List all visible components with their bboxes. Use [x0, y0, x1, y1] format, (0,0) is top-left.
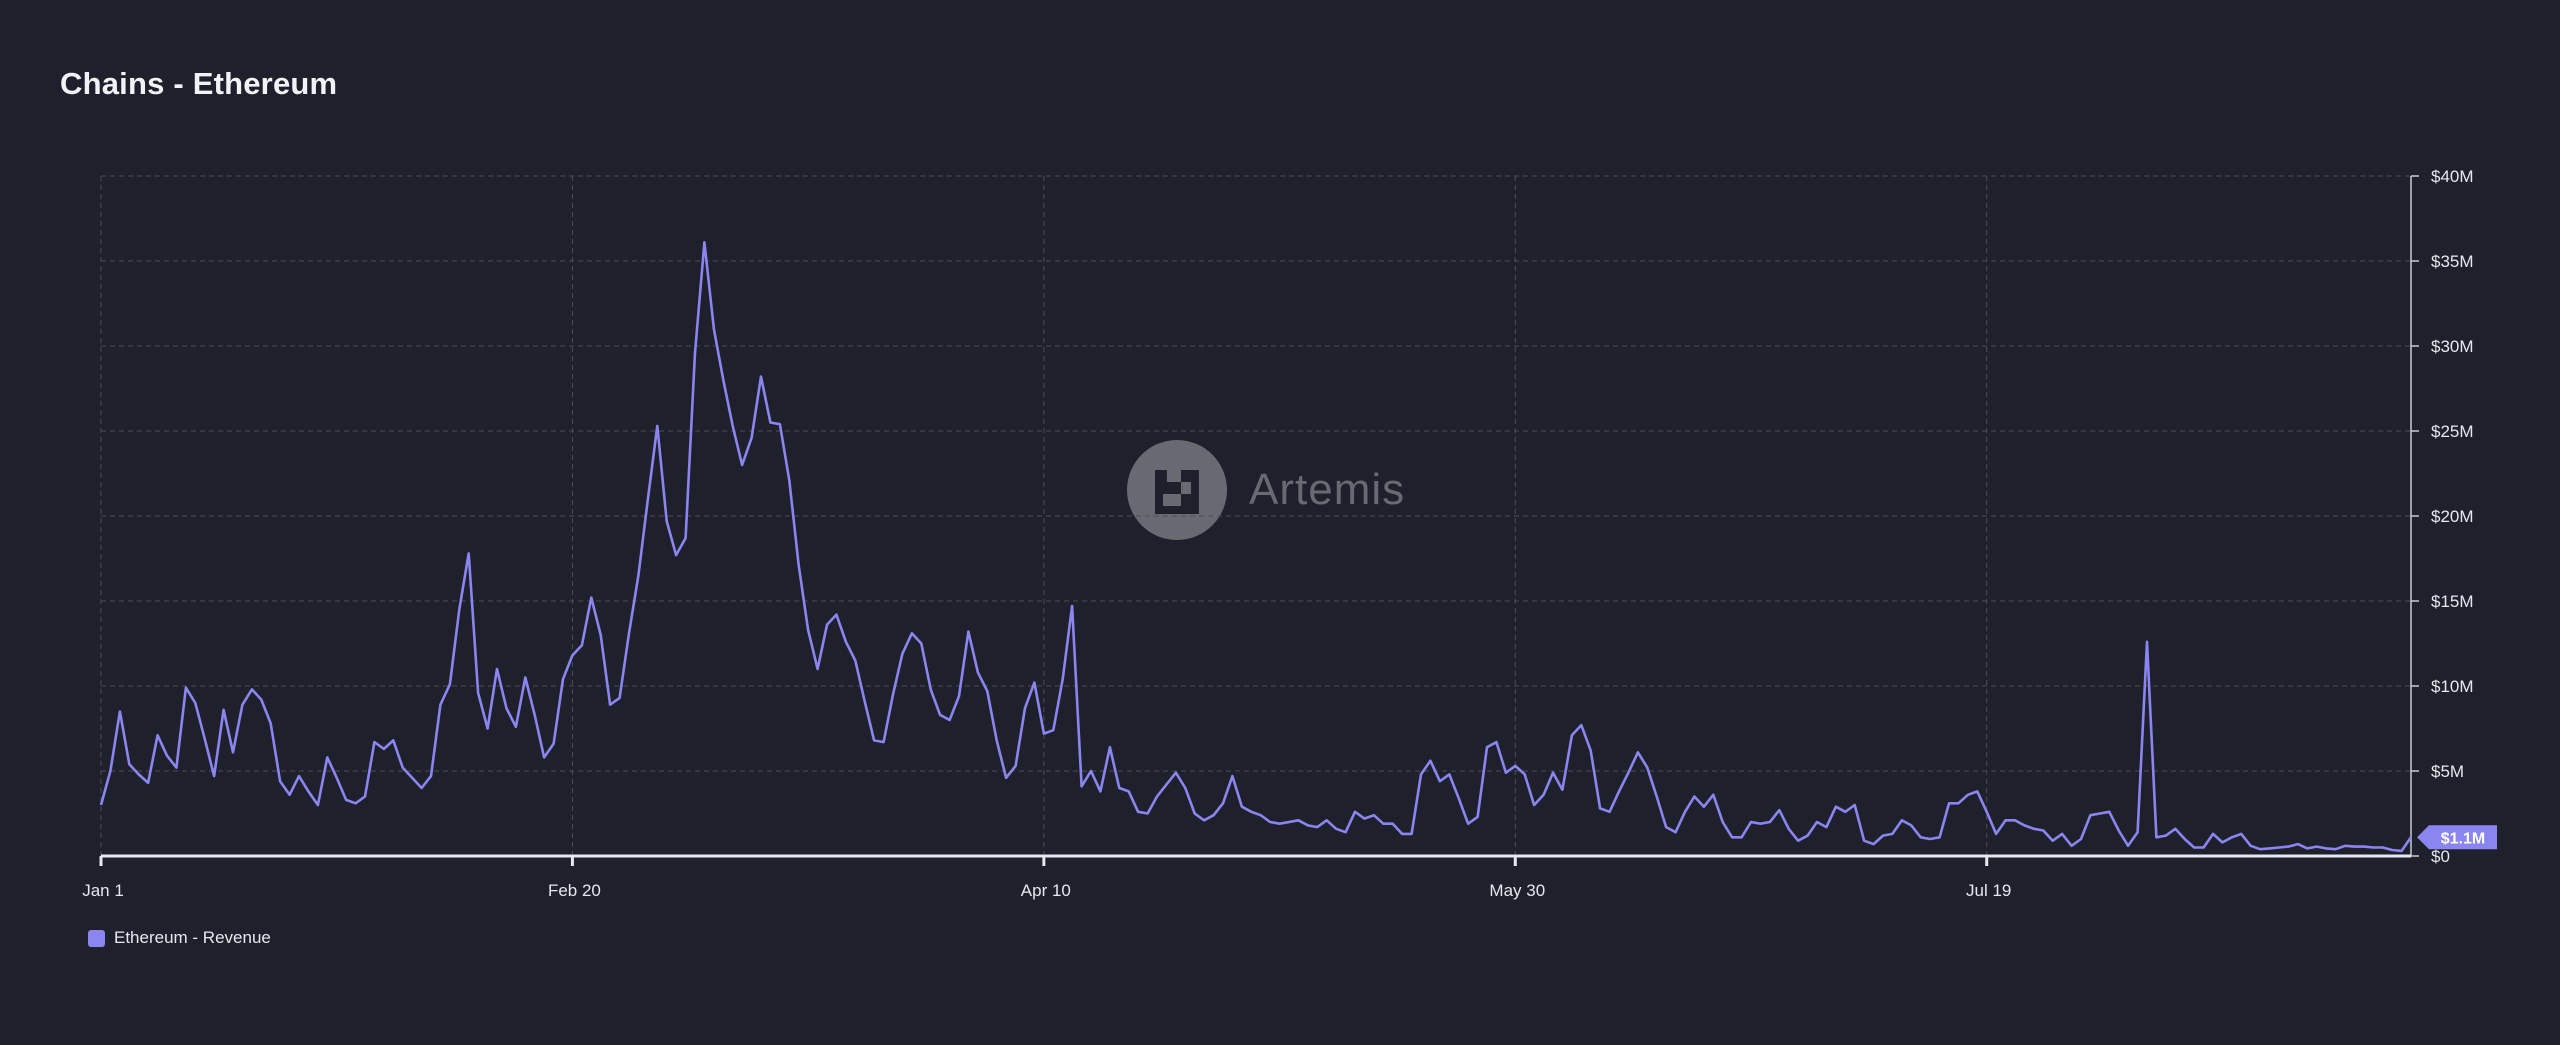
y-tick-label: $15M — [2431, 592, 2474, 611]
y-tick-label: $5M — [2431, 762, 2464, 781]
x-tick-label: Apr 10 — [1021, 881, 1071, 900]
y-tick-label: $10M — [2431, 677, 2474, 696]
y-tick-label: $35M — [2431, 252, 2474, 271]
chart-title: Chains - Ethereum — [60, 66, 338, 101]
x-tick-label: Jan 1 — [82, 881, 124, 900]
y-tick-label: $20M — [2431, 507, 2474, 526]
x-tick-label: Jul 19 — [1966, 881, 2011, 900]
last-value-label: $1.1M — [2441, 830, 2485, 847]
artemis-watermark: Artemis — [1127, 440, 1405, 540]
last-value-badge — [2417, 825, 2497, 850]
y-tick-label: $25M — [2431, 422, 2474, 441]
y-tick-label: $40M — [2431, 167, 2474, 186]
y-tick-label: $0 — [2431, 847, 2450, 866]
x-tick-label: May 30 — [1489, 881, 1545, 900]
chart-legend[interactable]: Ethereum - Revenue — [88, 928, 271, 948]
legend-label: Ethereum - Revenue — [114, 928, 271, 947]
y-tick-label: $30M — [2431, 337, 2474, 356]
watermark-text: Artemis — [1249, 465, 1406, 514]
legend-swatch — [88, 929, 105, 947]
artemis-logo-icon — [1127, 440, 1227, 540]
series-line-ethereum-revenue — [99, 241, 2413, 853]
x-tick-label: Feb 20 — [548, 881, 601, 900]
